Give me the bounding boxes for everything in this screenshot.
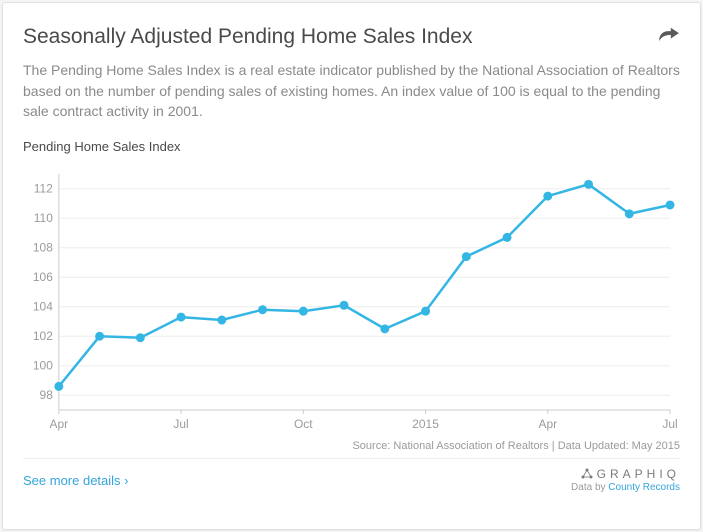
svg-text:110: 110 — [34, 211, 53, 225]
footer: See more details › GRAPHIQ Data by Count… — [23, 458, 680, 493]
svg-text:Jul: Jul — [173, 417, 188, 431]
svg-text:2015: 2015 — [412, 417, 439, 431]
svg-text:106: 106 — [33, 270, 53, 284]
share-icon[interactable] — [658, 25, 680, 48]
svg-text:104: 104 — [33, 300, 53, 314]
brand-text: GRAPHIQ — [597, 467, 680, 481]
data-by-link[interactable]: County Records — [608, 482, 680, 493]
header: Seasonally Adjusted Pending Home Sales I… — [23, 23, 680, 50]
data-by-prefix: Data by — [571, 482, 608, 493]
brand-logo[interactable]: GRAPHIQ — [581, 467, 680, 481]
brand-block: GRAPHIQ Data by County Records — [571, 467, 680, 493]
svg-text:Jul: Jul — [662, 417, 677, 431]
chart-card: Seasonally Adjusted Pending Home Sales I… — [2, 2, 701, 530]
svg-text:100: 100 — [33, 359, 53, 373]
svg-text:112: 112 — [34, 182, 53, 196]
series-label: Pending Home Sales Index — [23, 139, 680, 154]
svg-text:102: 102 — [33, 329, 53, 343]
svg-text:Apr: Apr — [539, 417, 558, 431]
page-title: Seasonally Adjusted Pending Home Sales I… — [23, 23, 472, 50]
svg-text:Oct: Oct — [294, 417, 313, 431]
source-attribution: Source: National Association of Realtors… — [23, 440, 680, 452]
svg-text:98: 98 — [40, 388, 54, 402]
svg-text:Apr: Apr — [50, 417, 69, 431]
description-text: The Pending Home Sales Index is a real e… — [23, 60, 680, 121]
svg-text:108: 108 — [33, 241, 53, 255]
more-details-link[interactable]: See more details › — [23, 473, 129, 488]
line-chart: 98 100 102 104 106 108 110 112 Apr Jul Oct 2015 Apr J… — [23, 164, 680, 434]
data-by: Data by County Records — [571, 482, 680, 493]
